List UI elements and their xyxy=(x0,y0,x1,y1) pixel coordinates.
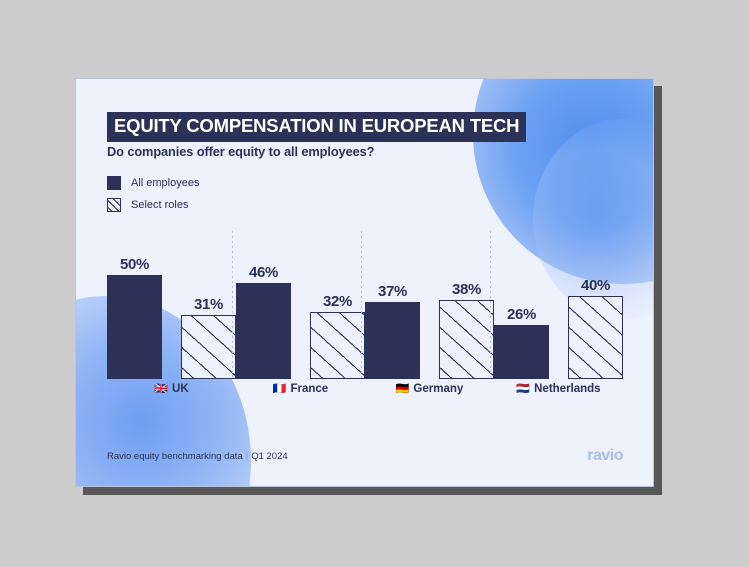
bar-select-roles xyxy=(181,315,236,379)
bar-column: 37% xyxy=(365,237,420,379)
bar-group: 50% 31% xyxy=(107,237,236,379)
group-divider xyxy=(232,231,233,379)
group-divider xyxy=(490,231,491,379)
legend-item: All employees xyxy=(107,173,199,192)
legend-swatch-select-roles xyxy=(107,197,121,212)
country-label-text: France xyxy=(290,383,329,395)
flag-icon-netherlands: 🇳🇱 xyxy=(516,382,531,395)
bar-value-label: 38% xyxy=(451,281,482,298)
bar-column: 50% xyxy=(107,237,162,379)
bar-value-label: 50% xyxy=(119,256,150,273)
bar-value-label: 37% xyxy=(377,283,408,300)
country-label-france: 🇫🇷 France xyxy=(273,382,328,395)
page-title: EQUITY COMPENSATION IN EUROPEAN TECH xyxy=(107,112,527,142)
footer-source-text: Ravio equity benchmarking data | Q1 2024 xyxy=(107,451,288,462)
bar-value-label: 26% xyxy=(506,306,537,323)
bar-column: 31% xyxy=(181,237,236,379)
country-label-uk: 🇬🇧 UK xyxy=(154,382,188,395)
bar-group: 26% 40% xyxy=(494,237,623,379)
ravio-logo: ravio xyxy=(587,447,623,464)
group-divider xyxy=(361,231,362,379)
legend-swatch-all-employees xyxy=(107,175,121,190)
bar-value-label: 32% xyxy=(322,293,353,310)
bar-select-roles xyxy=(568,296,623,379)
legend-item: Select roles xyxy=(107,195,199,214)
bar-column: 26% xyxy=(494,237,549,379)
bar-all-employees xyxy=(365,302,420,379)
footer-separator: | xyxy=(245,451,249,462)
bar-all-employees xyxy=(107,275,162,379)
bar-column: 40% xyxy=(568,237,623,379)
bar-value-label: 31% xyxy=(193,296,224,313)
country-label-germany: 🇩🇪 Germany xyxy=(396,382,464,395)
country-label-netherlands: 🇳🇱 Netherlands xyxy=(516,382,600,395)
bar-column: 32% xyxy=(310,237,365,379)
country-label-text: UK xyxy=(172,383,189,395)
title-container: EQUITY COMPENSATION IN EUROPEAN TECH xyxy=(107,112,527,142)
footer-source-label: Ravio equity benchmarking data xyxy=(107,451,243,462)
flag-icon-germany: 🇩🇪 xyxy=(395,382,410,395)
bar-chart-plot-area: 50% 31% 46% 32% 37% 38% 26% 40% xyxy=(107,231,624,379)
bar-select-roles xyxy=(439,300,494,379)
legend-item-label: Select roles xyxy=(131,198,189,211)
bar-group: 46% 32% xyxy=(236,237,365,379)
bar-column: 38% xyxy=(439,237,494,379)
flag-icon-france: 🇫🇷 xyxy=(272,382,287,395)
legend-item-label: All employees xyxy=(131,176,200,189)
category-axis-labels: 🇬🇧 UK 🇫🇷 France 🇩🇪 Germany 🇳🇱 Netherlands xyxy=(107,382,624,402)
country-label-text: Netherlands xyxy=(534,383,601,395)
chart-legend: All employees Select roles xyxy=(107,173,199,217)
bar-all-employees xyxy=(236,283,291,379)
bar-group: 37% 38% xyxy=(365,237,494,379)
chart-subtitle: Do companies offer equity to all employe… xyxy=(107,144,375,159)
bar-all-employees xyxy=(494,325,549,379)
flag-icon-uk: 🇬🇧 xyxy=(154,382,169,395)
country-label-text: Germany xyxy=(413,383,464,395)
bar-select-roles xyxy=(310,312,365,379)
bar-value-label: 40% xyxy=(580,277,611,294)
bar-value-label: 46% xyxy=(248,264,279,281)
bar-column: 46% xyxy=(236,237,291,379)
infographic-card: EQUITY COMPENSATION IN EUROPEAN TECH Do … xyxy=(75,78,654,487)
footer-period-label: Q1 2024 xyxy=(251,451,288,462)
